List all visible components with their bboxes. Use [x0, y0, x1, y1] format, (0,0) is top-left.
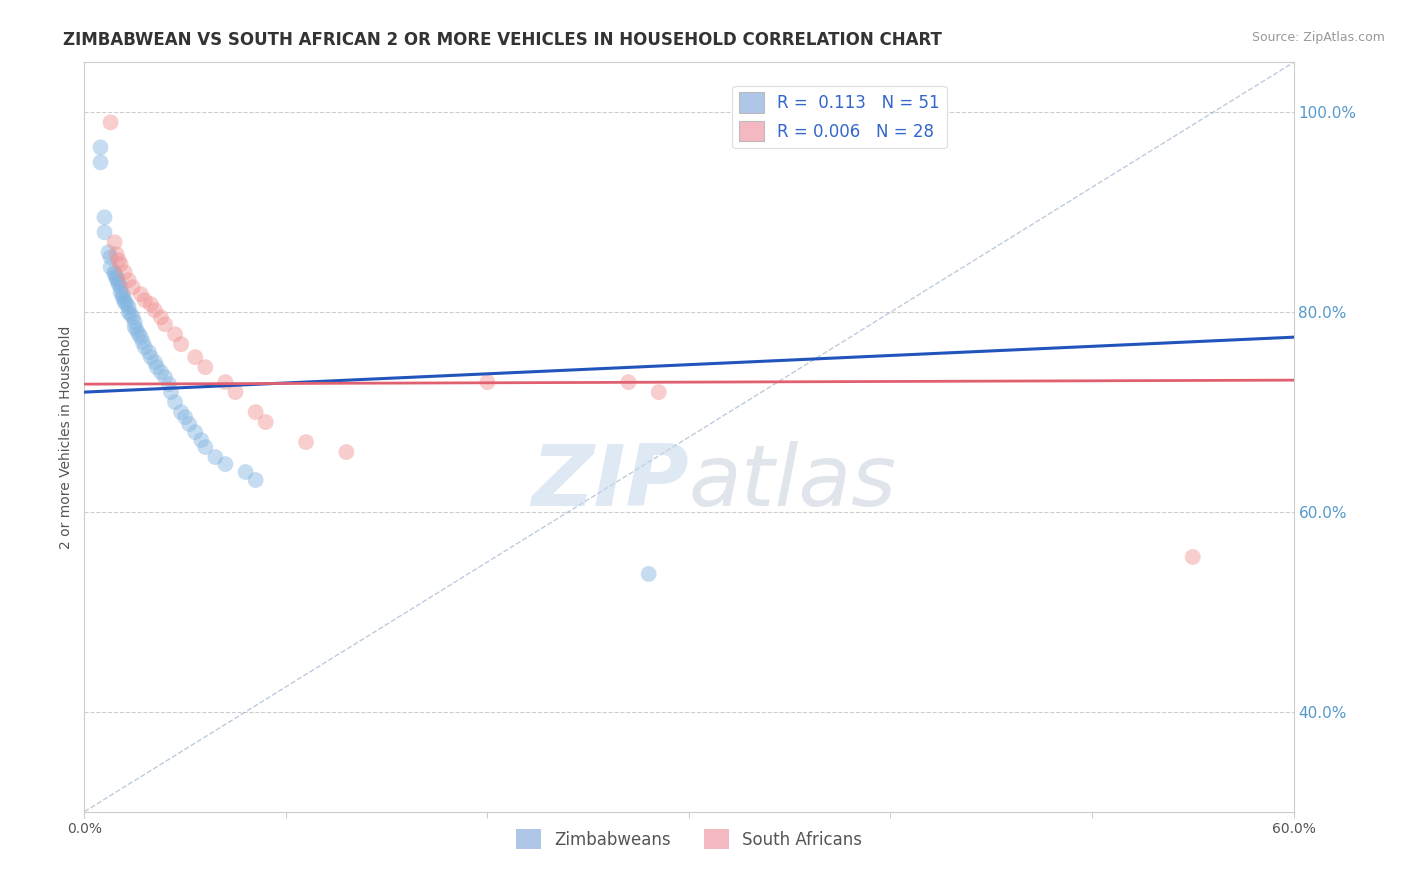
Point	[149, 365, 172, 379]
Point	[617, 375, 640, 389]
Point	[114, 293, 136, 308]
Point	[104, 265, 127, 279]
Point	[100, 115, 122, 129]
Point	[114, 295, 136, 310]
Point	[115, 297, 138, 311]
Point	[107, 275, 129, 289]
Point	[118, 300, 141, 314]
Point	[157, 377, 180, 392]
Point	[139, 297, 162, 311]
Point	[110, 280, 132, 294]
Point	[129, 287, 152, 301]
Point	[114, 265, 136, 279]
Point	[637, 566, 659, 581]
Point	[138, 345, 160, 359]
Point	[153, 370, 176, 384]
Point	[254, 415, 277, 429]
Point	[124, 315, 146, 329]
Point	[104, 267, 127, 281]
Point	[174, 410, 197, 425]
Point	[214, 457, 236, 471]
Point	[190, 433, 212, 447]
Point	[184, 350, 207, 364]
Point	[97, 245, 120, 260]
Point	[89, 155, 111, 169]
Y-axis label: 2 or more Vehicles in Household: 2 or more Vehicles in Household	[59, 326, 73, 549]
Point	[111, 290, 134, 304]
Point	[134, 340, 156, 354]
Point	[295, 435, 318, 450]
Point	[93, 211, 115, 225]
Point	[204, 450, 226, 464]
Text: ZIMBABWEAN VS SOUTH AFRICAN 2 OR MORE VEHICLES IN HOUSEHOLD CORRELATION CHART: ZIMBABWEAN VS SOUTH AFRICAN 2 OR MORE VE…	[63, 31, 942, 49]
Point	[111, 287, 134, 301]
Point	[107, 253, 129, 268]
Point	[128, 327, 150, 342]
Point	[118, 273, 141, 287]
Point	[110, 257, 132, 271]
Point	[121, 280, 143, 294]
Point	[160, 385, 183, 400]
Point	[170, 405, 193, 419]
Point	[118, 305, 141, 319]
Point	[225, 385, 247, 400]
Point	[153, 317, 176, 331]
Point	[648, 385, 671, 400]
Point	[170, 337, 193, 351]
Point	[149, 310, 172, 325]
Point	[100, 250, 122, 264]
Point	[194, 360, 217, 375]
Point	[134, 293, 156, 308]
Point	[89, 140, 111, 154]
Point	[165, 395, 187, 409]
Point	[1181, 549, 1204, 564]
Point	[146, 360, 169, 375]
Point	[104, 235, 127, 250]
Legend: Zimbabweans, South Africans: Zimbabweans, South Africans	[509, 822, 869, 855]
Text: Source: ZipAtlas.com: Source: ZipAtlas.com	[1251, 31, 1385, 45]
Point	[235, 465, 257, 479]
Point	[105, 247, 128, 261]
Point	[143, 355, 166, 369]
Point	[124, 320, 146, 334]
Point	[245, 405, 267, 419]
Text: ZIP: ZIP	[531, 441, 689, 524]
Point	[335, 445, 357, 459]
Point	[105, 270, 128, 285]
Point	[139, 350, 162, 364]
Point	[477, 375, 499, 389]
Point	[132, 335, 155, 350]
Point	[120, 307, 142, 321]
Point	[93, 225, 115, 239]
Text: atlas: atlas	[689, 441, 897, 524]
Point	[184, 425, 207, 439]
Point	[105, 272, 128, 286]
Point	[129, 330, 152, 344]
Point	[143, 303, 166, 318]
Point	[110, 285, 132, 300]
Point	[107, 277, 129, 292]
Point	[121, 310, 143, 325]
Point	[194, 440, 217, 454]
Point	[125, 323, 148, 337]
Point	[165, 327, 187, 342]
Point	[100, 260, 122, 275]
Point	[245, 473, 267, 487]
Point	[214, 375, 236, 389]
Point	[179, 417, 201, 431]
